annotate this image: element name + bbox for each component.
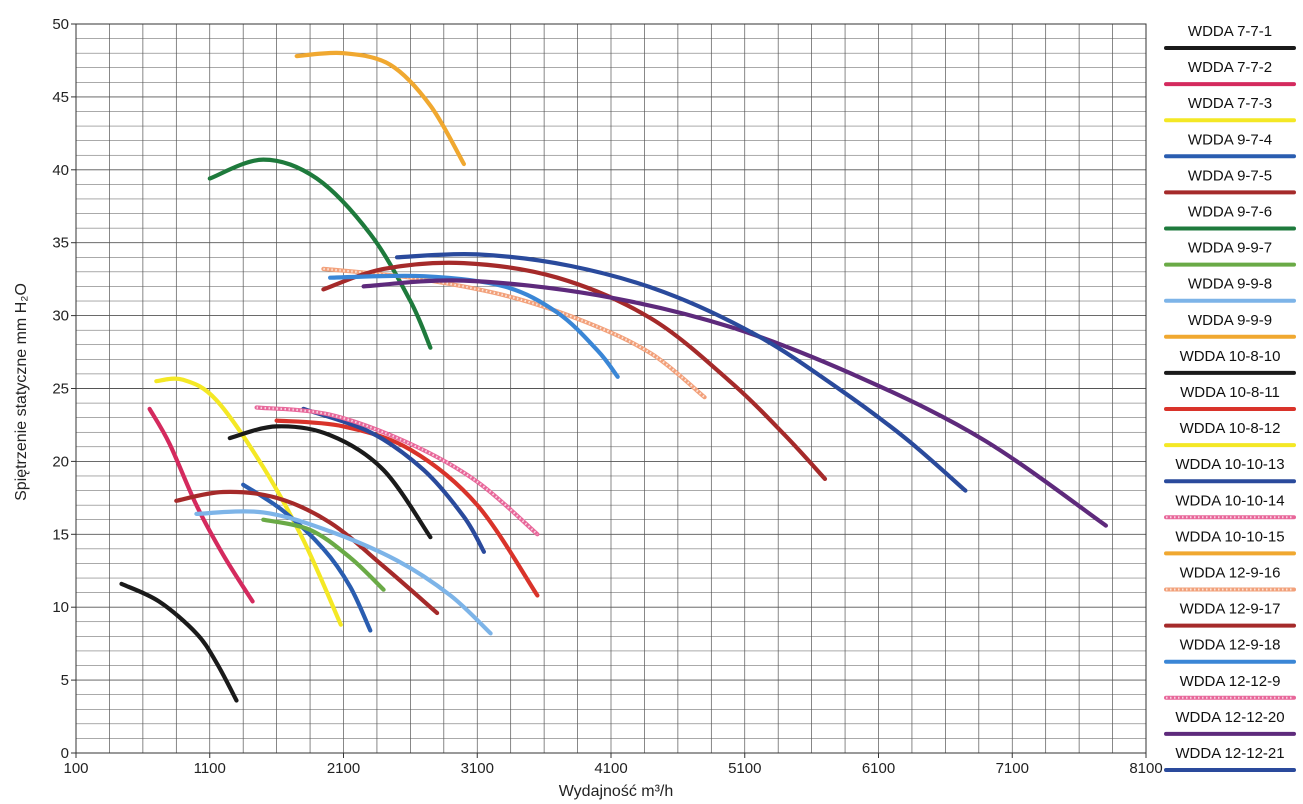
grid [75, 23, 1147, 754]
series-line-wdda-12-12-21 [394, 251, 968, 493]
y-tick-label: 15 [52, 526, 69, 543]
axes: 100 1100 2100 3100 4100 5100 6100 7100 8100 0 5 10 1… [52, 16, 1162, 777]
legend-label-wdda-7-7-1: WDDA 7-7-1 [1188, 23, 1272, 40]
series-line-wdda-10-8-11 [274, 418, 540, 598]
x-tick-label: 100 [63, 760, 88, 777]
legend-label-wdda-12-12-20: WDDA 12-12-20 [1175, 709, 1284, 726]
legend-label-wdda-9-7-4: WDDA 9-7-4 [1188, 131, 1272, 148]
y-tick-label: 20 [52, 453, 69, 470]
y-tick-label: 50 [52, 16, 69, 33]
y-tick-label: 0 [61, 745, 69, 762]
y-tick-label: 5 [61, 672, 69, 689]
series-line-wdda-9-7-6 [207, 157, 433, 350]
series-line-wdda-10-8-10 [227, 424, 433, 540]
legend-label-wdda-12-12-9: WDDA 12-12-9 [1180, 673, 1281, 690]
legend-label-wdda-7-7-3: WDDA 7-7-3 [1188, 95, 1272, 112]
y-tick-label: 35 [52, 235, 69, 252]
x-tick-label: 3100 [461, 760, 494, 777]
series-line-wdda-7-7-1 [119, 581, 239, 703]
x-tick-label: 6100 [862, 760, 895, 777]
x-tick-label: 7100 [996, 760, 1029, 777]
series-line-wdda-9-9-9 [294, 50, 466, 167]
series-line-wdda-9-7-4 [241, 482, 373, 633]
series-line-wdda-7-7-3 [154, 376, 343, 627]
series-line-wdda-12-12-20 [361, 278, 1108, 528]
y-tick-label: 45 [52, 89, 69, 106]
x-axis-title: Wydajność m³/h [559, 783, 674, 800]
legend-label-wdda-12-12-21: WDDA 12-12-21 [1175, 745, 1284, 762]
y-tick-label: 30 [52, 308, 69, 325]
x-tick-label: 4100 [594, 760, 627, 777]
x-tick-label: 2100 [327, 760, 360, 777]
series-line-wdda-12-9-18 [328, 273, 620, 379]
legend-label-wdda-12-9-17: WDDA 12-9-17 [1180, 601, 1281, 618]
series-line-wdda-10-10-13 [301, 406, 486, 554]
series-line-wdda-7-7-2 [147, 406, 255, 604]
series-line-wdda-9-9-7 [261, 517, 386, 592]
legend-label-wdda-9-9-7: WDDA 9-9-7 [1188, 240, 1272, 257]
legend-label-wdda-10-10-14: WDDA 10-10-14 [1175, 492, 1284, 509]
series-layer [119, 50, 1108, 703]
legend-label-wdda-12-9-16: WDDA 12-9-16 [1180, 565, 1281, 582]
legend-label-wdda-10-10-15: WDDA 10-10-15 [1175, 528, 1284, 545]
y-axis-title: Spiętrzenie statyczne mm H₂O [13, 283, 30, 501]
series-hatch-wdda-12-9-16 [323, 267, 706, 399]
legend-label-wdda-7-7-2: WDDA 7-7-2 [1188, 59, 1272, 76]
series-line-wdda-9-7-5 [174, 489, 440, 616]
legend-label-wdda-10-8-11: WDDA 10-8-11 [1180, 384, 1280, 401]
legend-label-wdda-9-9-8: WDDA 9-9-8 [1188, 276, 1272, 293]
x-tick-label: 8100 [1129, 760, 1162, 777]
x-tick-label: 5100 [728, 760, 761, 777]
y-tick-label: 10 [52, 599, 69, 616]
legend-label-wdda-9-7-6: WDDA 9-7-6 [1188, 204, 1272, 221]
x-tick-label: 1100 [194, 760, 226, 777]
legend: WDDA 7-7-1 WDDA 7-7-2 WDDA 7-7-3 WDDA 9-7-4… [1164, 23, 1296, 772]
series-line-wdda-9-9-8 [194, 509, 493, 636]
legend-label-wdda-12-9-18: WDDA 12-9-18 [1180, 637, 1281, 654]
legend-label-wdda-10-8-12: WDDA 10-8-12 [1180, 420, 1281, 437]
legend-label-wdda-9-7-5: WDDA 9-7-5 [1188, 167, 1272, 184]
legend-label-wdda-10-8-10: WDDA 10-8-10 [1180, 348, 1281, 365]
y-tick-label: 25 [52, 381, 69, 398]
series-hatch-wdda-10-10-14 [256, 406, 539, 536]
y-tick-label: 40 [52, 162, 69, 179]
legend-label-wdda-9-9-9: WDDA 9-9-9 [1188, 312, 1272, 329]
legend-label-wdda-10-10-13: WDDA 10-10-13 [1175, 456, 1284, 473]
